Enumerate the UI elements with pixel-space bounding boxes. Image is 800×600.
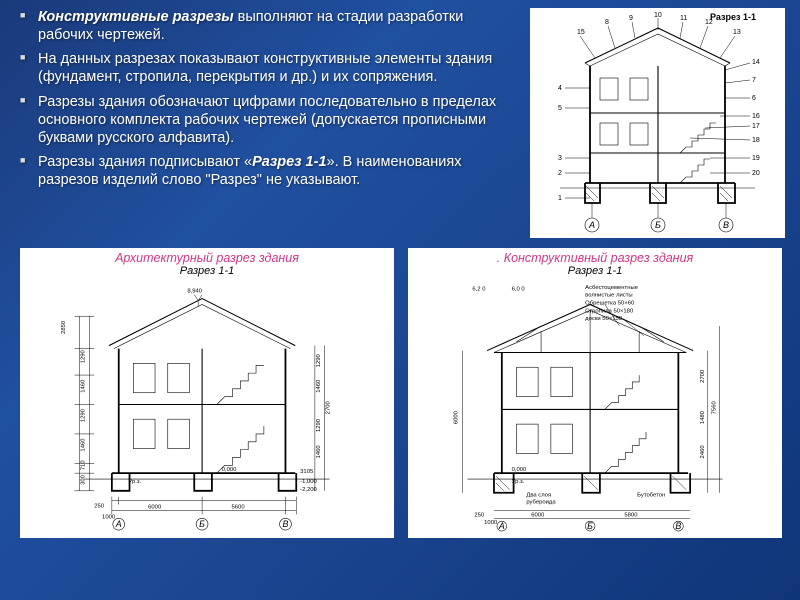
svg-text:Асбестоцементные: Асбестоцементные — [585, 285, 638, 291]
svg-text:1290: 1290 — [80, 350, 86, 364]
svg-text:6,2 0: 6,2 0 — [472, 287, 486, 293]
svg-text:13: 13 — [733, 29, 741, 36]
bullet-1: Конструктивные разрезы выполняют на стад… — [20, 8, 522, 44]
svg-text:20: 20 — [752, 170, 760, 177]
svg-text:16: 16 — [752, 113, 760, 120]
panel-right-title: . Конструктивный разрез здания — [408, 248, 782, 265]
panel-right-sub: Разрез 1-1 — [408, 265, 782, 277]
svg-text:710: 710 — [80, 460, 86, 471]
svg-text:2700: 2700 — [700, 369, 706, 383]
svg-text:5800: 5800 — [624, 512, 638, 518]
svg-text:18: 18 — [752, 137, 760, 144]
svg-text:17: 17 — [752, 123, 760, 130]
svg-text:рубероида: рубероида — [526, 500, 556, 506]
svg-text:Ур.з.: Ур.з. — [129, 479, 142, 485]
svg-text:А: А — [498, 521, 505, 531]
panel-left-title: Архитектурный разрез здания — [20, 248, 394, 265]
section-drawing-main: Разрез 1-1 — [530, 8, 785, 238]
svg-text:250: 250 — [94, 503, 105, 509]
svg-text:2: 2 — [558, 170, 562, 177]
svg-text:0,000: 0,000 — [222, 467, 237, 473]
bullet-3: Разрезы здания обозначают цифрами послед… — [20, 93, 522, 147]
svg-text:1290: 1290 — [80, 408, 86, 422]
svg-text:11: 11 — [680, 15, 687, 22]
bullet-2: На данных разрезах показывают конструкти… — [20, 50, 522, 86]
svg-text:6000: 6000 — [454, 410, 460, 424]
svg-text:7: 7 — [752, 77, 756, 84]
svg-text:3: 3 — [558, 155, 562, 162]
svg-text:2460: 2460 — [700, 445, 706, 459]
svg-text:250: 250 — [474, 512, 485, 518]
svg-text:15: 15 — [577, 29, 585, 36]
svg-text:волнистые листы: волнистые листы — [585, 293, 632, 299]
svg-text:1000: 1000 — [102, 514, 116, 520]
svg-text:А: А — [115, 519, 122, 529]
structural-section-panel: . Конструктивный разрез здания Разрез 1-… — [408, 248, 782, 538]
svg-text:8: 8 — [605, 19, 609, 26]
svg-text:-2,200: -2,200 — [300, 487, 317, 493]
svg-text:В: В — [675, 521, 681, 531]
svg-text:Бутобетон: Бутобетон — [637, 493, 665, 499]
svg-text:1460: 1460 — [80, 379, 86, 393]
svg-text:Два слоя: Два слоя — [526, 493, 551, 499]
svg-text:6000: 6000 — [531, 512, 545, 518]
svg-text:6000: 6000 — [148, 504, 162, 510]
bullet-4: Разрезы здания подписывают «Разрез 1-1».… — [20, 153, 522, 189]
bullet-list: Конструктивные разрезы выполняют на стад… — [20, 8, 530, 238]
svg-text:Б: Б — [655, 220, 661, 230]
svg-text:А: А — [588, 220, 595, 230]
svg-text:2850: 2850 — [61, 320, 67, 334]
svg-text:1000: 1000 — [484, 520, 498, 526]
svg-text:В: В — [283, 519, 289, 529]
svg-text:300: 300 — [80, 474, 86, 485]
svg-text:Разрез 1-1: Разрез 1-1 — [710, 12, 756, 22]
svg-text:9: 9 — [629, 15, 633, 22]
architectural-section-panel: Архитектурный разрез здания Разрез 1-1 8… — [20, 248, 394, 538]
svg-text:1290: 1290 — [316, 353, 322, 367]
svg-text:3105: 3105 — [300, 469, 314, 475]
svg-text:6: 6 — [752, 95, 756, 102]
svg-text:1460: 1460 — [80, 438, 86, 452]
svg-text:4: 4 — [558, 85, 562, 92]
svg-text:12: 12 — [705, 19, 713, 26]
svg-text:10: 10 — [654, 12, 662, 19]
svg-text:Б: Б — [199, 519, 205, 529]
svg-text:1460: 1460 — [316, 445, 322, 459]
svg-text:В: В — [723, 220, 729, 230]
svg-text:14: 14 — [752, 59, 760, 66]
svg-text:1: 1 — [558, 195, 562, 202]
svg-text:7560: 7560 — [712, 401, 718, 415]
svg-text:19: 19 — [752, 155, 760, 162]
svg-text:Ур.з.: Ур.з. — [512, 479, 525, 485]
svg-text:-1,000: -1,000 — [300, 479, 317, 485]
svg-text:5: 5 — [558, 105, 562, 112]
svg-text:8,940: 8,940 — [187, 289, 202, 295]
svg-text:2700: 2700 — [326, 401, 332, 415]
svg-text:1480: 1480 — [700, 410, 706, 424]
svg-text:1460: 1460 — [316, 379, 322, 393]
svg-text:Б: Б — [587, 521, 593, 531]
svg-text:5600: 5600 — [232, 504, 246, 510]
svg-text:1290: 1290 — [316, 418, 322, 432]
svg-text:0,000: 0,000 — [512, 467, 527, 473]
svg-text:6,0 0: 6,0 0 — [512, 287, 526, 293]
panel-left-sub: Разрез 1-1 — [20, 265, 394, 277]
